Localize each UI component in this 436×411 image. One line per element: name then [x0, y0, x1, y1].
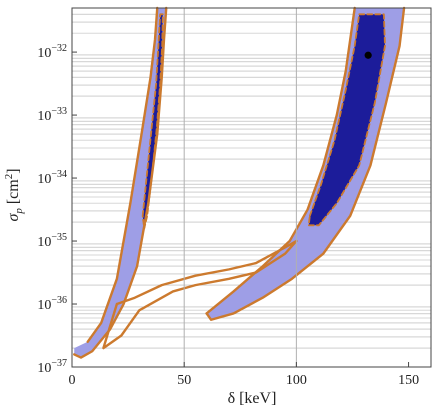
contour-line — [141, 13, 164, 230]
contour-line — [205, 6, 406, 321]
y-axis-label-symbol: σ — [5, 213, 22, 222]
plot-frame — [71, 7, 432, 368]
best-fit-layer — [364, 51, 372, 59]
y-tick-label: 10−33 — [37, 106, 67, 124]
y-axis-ticks: 10−37 10−36 10−35 10−34 10−33 10−32 — [37, 43, 77, 376]
contour-line — [205, 6, 356, 315]
y-tick-label: 10−36 — [37, 295, 67, 313]
best-fit-point — [364, 51, 372, 59]
y-axis-label-unit-close: ] — [5, 168, 22, 173]
x-tick-label: 0 — [69, 373, 76, 388]
contour-line — [86, 6, 159, 344]
inner-region — [308, 14, 386, 226]
contour-line — [307, 13, 386, 227]
contour-line — [73, 6, 168, 359]
y-tick-label: 10−34 — [37, 169, 67, 187]
x-tick-label: 50 — [177, 373, 191, 388]
x-tick-label: 150 — [398, 373, 419, 388]
y-axis-label: σp [cm2] — [3, 168, 25, 221]
vertical-gridlines — [183, 8, 297, 367]
y-tick-label: 10−35 — [37, 232, 67, 250]
y-tick-label: 10−32 — [37, 43, 67, 61]
x-axis-label: δ [keV] — [228, 390, 277, 407]
y-axis-label-subscript: p — [13, 208, 25, 215]
y-axis-label-unit-open: [cm — [5, 179, 22, 208]
x-tick-label: 100 — [286, 373, 307, 388]
x-axis-ticks: 0 50 100 150 — [69, 362, 419, 388]
y-tick-label: 10−37 — [37, 358, 67, 376]
y-axis-label-unit-power: 2 — [3, 174, 15, 180]
